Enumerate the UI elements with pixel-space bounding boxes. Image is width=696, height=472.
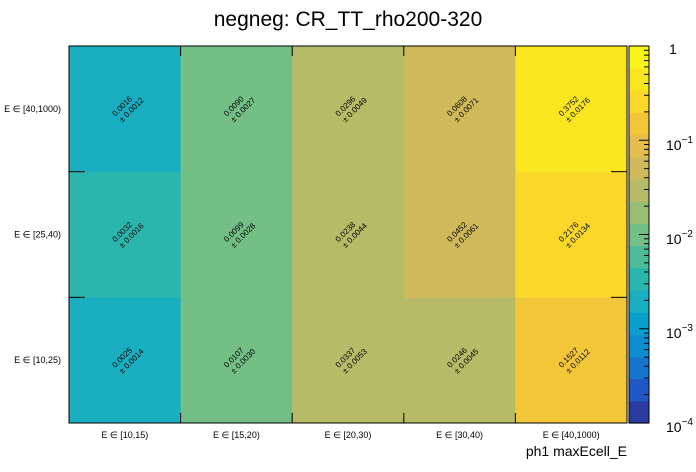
- colorbar-label-1: 1: [669, 41, 677, 57]
- heatmap-cell: [69, 171, 182, 298]
- heatmap-cell: [515, 46, 628, 173]
- colorbar-label-1e-1: 10−1: [666, 135, 693, 153]
- heatmap-cell: [515, 297, 628, 424]
- colorbar-band: [629, 312, 649, 335]
- y-tick-label: E ∈ [10,25): [14, 355, 61, 365]
- colorbar-band: [629, 112, 649, 136]
- colorbar-tick-labels: 1 10−1 10−2 10−3 10−4: [666, 41, 693, 435]
- heatmap-cells: [69, 46, 628, 424]
- x-tick-label: E ∈ [15,20): [213, 430, 260, 440]
- heatmap-cell: [180, 171, 293, 298]
- heatmap-cell: [403, 46, 516, 173]
- heatmap-cell: [292, 46, 405, 173]
- chart-title: negneg: CR_TT_rho200-320: [214, 8, 483, 31]
- colorbar-band: [629, 334, 649, 358]
- colorbar-band: [629, 68, 649, 91]
- y-tick-label: E ∈ [25,40): [14, 230, 61, 240]
- colorbar-band: [629, 400, 649, 424]
- colorbar-label-1e-3: 10−3: [666, 323, 693, 341]
- y-tick-labels: E ∈ [10,25) E ∈ [25,40) E ∈ [40,1000): [4, 104, 627, 365]
- heatmap-cell: [292, 297, 405, 424]
- x-axis-title: ph1 maxEcell_E: [526, 443, 627, 459]
- heatmap-cell: [515, 171, 628, 298]
- x-tick-label: E ∈ [20,30): [325, 430, 372, 440]
- heatmap-cell: [69, 297, 182, 424]
- y-tick-label: E ∈ [40,1000): [4, 104, 61, 114]
- heatmap-cell: [403, 171, 516, 298]
- heatmap-cell: [180, 297, 293, 424]
- colorbar-band: [629, 46, 649, 69]
- colorbar-band: [629, 267, 649, 291]
- colorbar-band: [629, 378, 649, 402]
- colorbar-label-1e-4: 10−4: [666, 417, 693, 435]
- x-tick-label: E ∈ [40,1000): [543, 430, 600, 440]
- x-tick-label: E ∈ [10,15): [101, 430, 148, 440]
- colorbar-band: [629, 289, 649, 313]
- heatmap-cell: [403, 297, 516, 424]
- colorbar-band: [629, 201, 649, 225]
- colorbar-label-1e-2: 10−2: [666, 229, 693, 247]
- colorbar-band: [629, 90, 649, 114]
- colorbar-ticks: [639, 45, 649, 424]
- x-tick-label: E ∈ [30,40): [436, 430, 483, 440]
- colorbar-band: [629, 356, 649, 380]
- heatmap-cell: [69, 46, 182, 173]
- colorbar-band: [629, 134, 649, 158]
- heatmap-cell: [180, 46, 293, 173]
- heatmap-cell: [292, 171, 405, 298]
- colorbar-band: [629, 156, 649, 180]
- x-tick-labels: E ∈ [10,15) E ∈ [15,20) E ∈ [20,30) E ∈ [30…: [101, 46, 600, 440]
- colorbar: [629, 46, 649, 424]
- colorbar-band: [629, 179, 649, 202]
- plot-frame: [68, 45, 628, 424]
